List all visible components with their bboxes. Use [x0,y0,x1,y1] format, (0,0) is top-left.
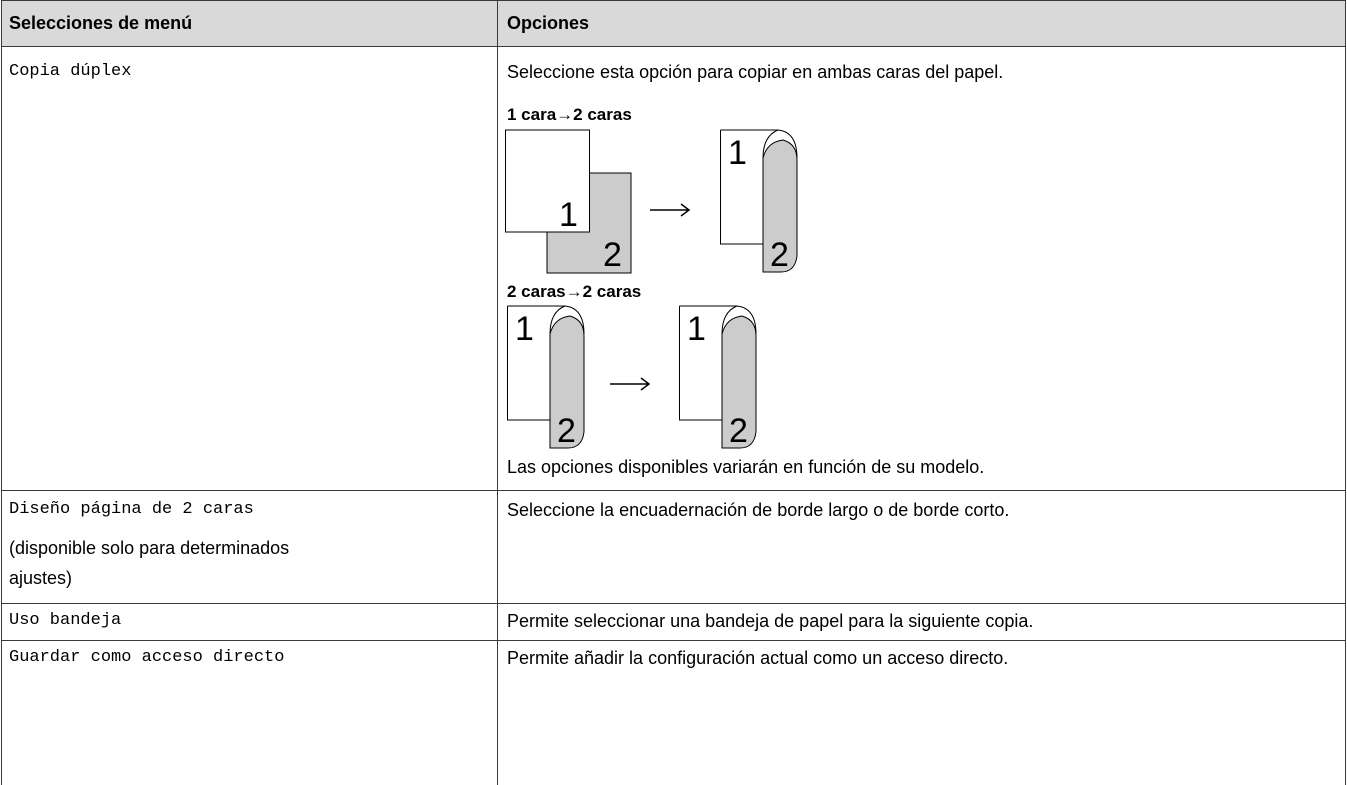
curled-page: 1 2 [679,305,757,450]
rule [1,603,1346,604]
menu-item: Diseño página de 2 caras [9,500,254,519]
option-text: Seleccione esta opción para copiar en am… [507,62,1004,82]
rule [1,490,1346,491]
menu-note: (disponible solo para determinados ajust… [9,538,290,588]
page-number: 1 [687,310,706,348]
arrow [650,203,691,217]
page-number: 1 [515,310,534,348]
menu-item: Uso bandeja [9,611,122,630]
diagram-caption: 1 cara→2 caras [507,105,632,124]
diagram: 1 2 1 2 [507,305,757,450]
option-note: Las opciones disponibles variarán en fun… [507,457,985,477]
rule [1345,0,1346,785]
header-row [1,0,1346,46]
page-front [505,129,590,233]
page-number: 1 [559,196,578,234]
rule [1,0,2,785]
rule [1,640,1346,641]
page-number: 1 [728,134,747,172]
page-number: 2 [770,236,789,274]
diagram-caption: 2 caras→2 caras [507,282,642,301]
curled-page: 1 2 [507,305,585,450]
option-text: Permite seleccionar una bandeja de papel… [507,611,1034,631]
rule [497,0,498,785]
page-number: 2 [729,412,748,450]
page-number: 2 [603,236,622,274]
column-header: Opciones [507,13,590,33]
page-number: 2 [557,412,576,450]
arrow [610,377,651,391]
diagram: 1 2 1 2 [505,129,798,274]
rule [1,46,1346,47]
curled-page: 1 2 [720,129,798,274]
menu-item: Guardar como acceso directo [9,648,285,667]
menu-item: Copia dúplex [9,62,132,81]
option-text: Permite añadir la configuración actual c… [507,648,1009,668]
column-header: Selecciones de menú [9,13,193,33]
rule [1,0,1346,1]
option-text: Seleccione la encuadernación de borde la… [507,500,1010,520]
